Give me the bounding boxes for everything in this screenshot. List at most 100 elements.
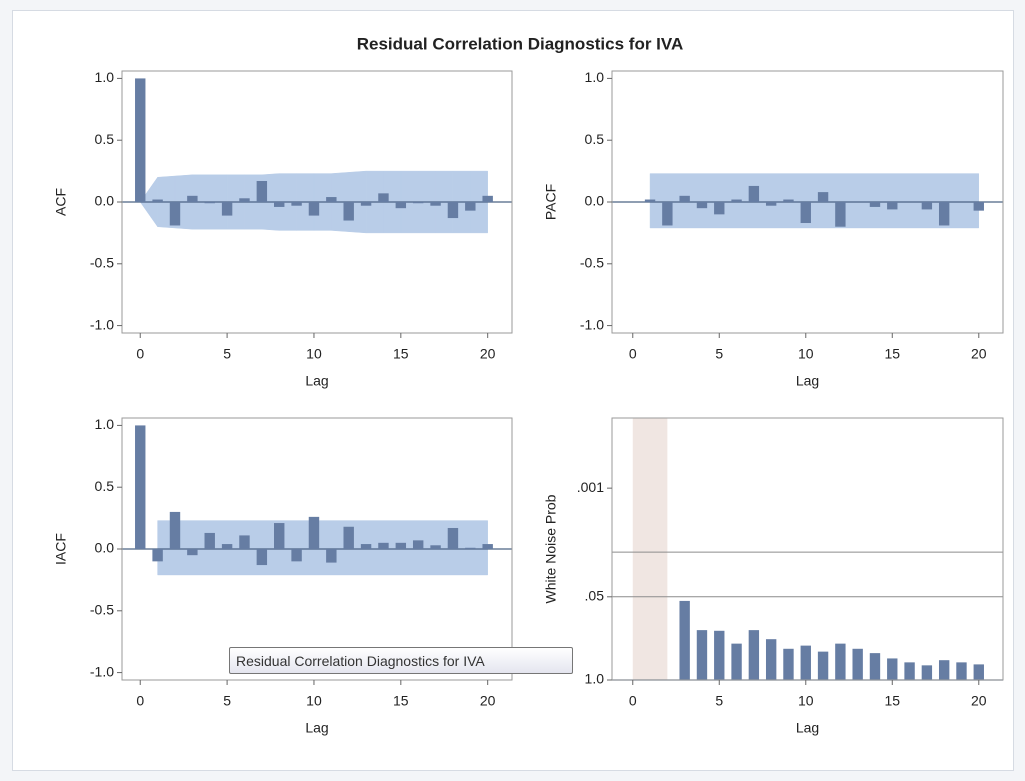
bar: [135, 78, 146, 202]
bar: [731, 643, 742, 680]
y-axis-label: PACF: [543, 184, 559, 220]
bar: [887, 658, 898, 680]
x-tick-label: 10: [306, 346, 322, 362]
y-tick-label: 0.0: [95, 193, 115, 209]
bar: [169, 511, 181, 549]
bar: [817, 192, 829, 202]
x-tick-label: 15: [393, 346, 409, 362]
bar: [169, 202, 181, 226]
bar: [731, 199, 742, 202]
bar: [973, 664, 984, 680]
bar: [308, 516, 320, 549]
bar: [221, 202, 233, 216]
bar: [921, 665, 933, 680]
y-tick-label: 0.5: [95, 131, 115, 147]
x-tick-label: 5: [715, 346, 723, 362]
bar: [395, 542, 407, 549]
y-axis-label: White Noise Prob: [543, 494, 559, 603]
x-axis-label: Lag: [305, 720, 328, 736]
bar: [938, 660, 950, 680]
x-axis-label: Lag: [796, 373, 819, 389]
y-tick-label: .05: [585, 588, 605, 604]
bar: [662, 202, 673, 226]
bar: [187, 195, 198, 202]
bar: [274, 523, 285, 549]
x-axis-label: Lag: [305, 373, 328, 389]
bar: [447, 202, 459, 219]
x-tick-label: 15: [393, 693, 409, 709]
bar: [835, 202, 846, 227]
x-tick-label: 15: [884, 693, 900, 709]
y-tick-label: 0.5: [585, 131, 605, 147]
y-tick-label: -0.5: [580, 254, 604, 270]
x-tick-label: 20: [480, 693, 496, 709]
bar: [887, 202, 898, 210]
tooltip: Residual Correlation Diagnostics for IVA: [229, 647, 573, 674]
x-tick-label: 5: [223, 346, 231, 362]
y-tick-label: -1.0: [90, 663, 114, 679]
bar: [869, 653, 881, 680]
plot-frame: [611, 417, 1004, 681]
bar: [204, 202, 215, 204]
bar: [696, 630, 708, 680]
bar: [783, 199, 794, 202]
bar: [152, 199, 163, 202]
y-tick-label: -1.0: [580, 316, 604, 332]
x-tick-label: 0: [136, 693, 144, 709]
confidence-band: [649, 173, 980, 229]
y-axis-label: IACF: [53, 533, 69, 565]
bar: [465, 202, 476, 211]
x-axis-label: Lag: [796, 720, 819, 736]
bar: [644, 199, 656, 202]
bar: [291, 202, 302, 206]
bar: [696, 202, 708, 209]
bar: [326, 197, 337, 202]
x-tick-label: 20: [971, 693, 987, 709]
x-tick-label: 5: [715, 693, 723, 709]
x-tick-label: 20: [971, 346, 987, 362]
x-tick-label: 0: [629, 693, 637, 709]
bar: [482, 544, 493, 549]
y-tick-label: 0.5: [95, 478, 115, 494]
y-tick-label: -0.5: [90, 254, 114, 270]
bar: [135, 425, 146, 549]
bar: [800, 202, 811, 224]
bar: [256, 549, 268, 566]
x-tick-label: 15: [884, 346, 900, 362]
bar: [679, 195, 690, 202]
bar: [239, 535, 250, 549]
bar: [256, 180, 268, 202]
y-tick-label: 0.0: [585, 193, 605, 209]
bar: [748, 630, 760, 680]
y-tick-label: 1.0: [585, 69, 605, 85]
y-axis-label: ACF: [53, 188, 69, 216]
bar: [395, 202, 407, 209]
y-tick-label: .001: [577, 479, 604, 495]
bar: [360, 202, 372, 206]
bar: [360, 544, 372, 549]
bar: [378, 542, 389, 549]
bar: [343, 202, 354, 221]
y-tick-label: 1.0: [585, 671, 605, 687]
bar: [378, 193, 389, 202]
bar: [800, 645, 811, 680]
bar: [412, 540, 424, 549]
bar: [852, 648, 863, 680]
x-tick-label: 5: [223, 693, 231, 709]
bar: [835, 643, 846, 680]
y-tick-label: 1.0: [95, 69, 115, 85]
x-tick-label: 20: [480, 346, 496, 362]
bar: [765, 639, 777, 680]
bar: [817, 651, 829, 680]
bar: [221, 544, 233, 549]
y-tick-label: -1.0: [90, 316, 114, 332]
bar: [239, 198, 250, 202]
bar: [956, 662, 967, 680]
bar: [482, 195, 493, 202]
bar: [921, 202, 933, 210]
bar: [291, 549, 302, 562]
panel-frame: [12, 10, 1014, 771]
y-tick-label: -0.5: [90, 601, 114, 617]
bar: [152, 549, 163, 562]
